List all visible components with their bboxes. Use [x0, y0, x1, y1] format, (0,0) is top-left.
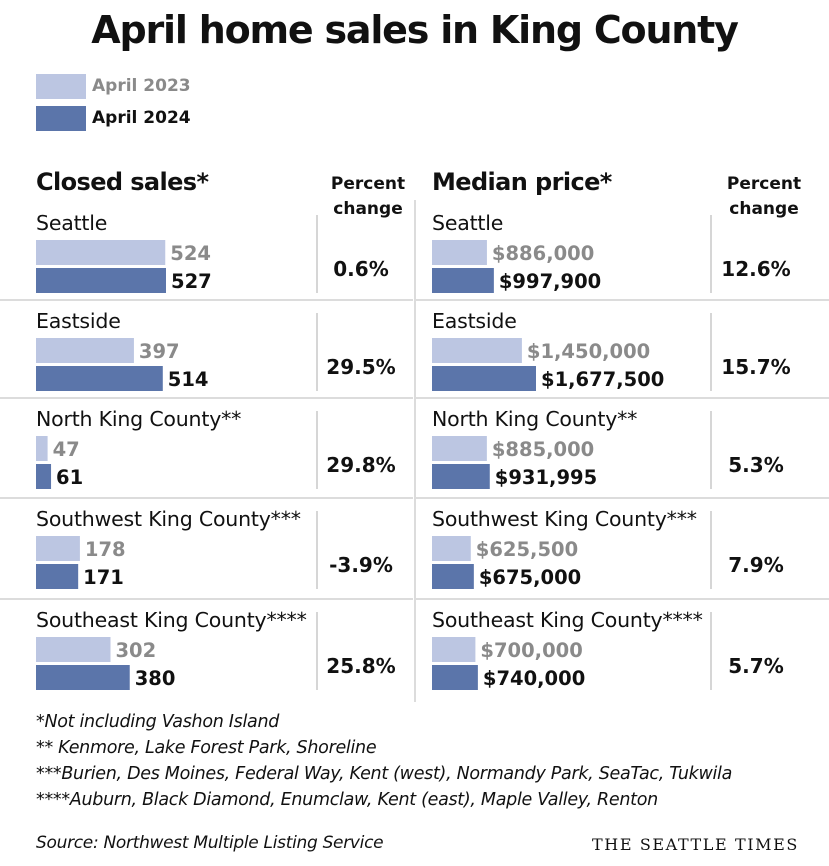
closed-sales-value-label-2024-4: 380	[135, 667, 176, 690]
closed-sales-bar-2023-1	[36, 338, 134, 363]
closed-sales-percent-change-3: -3.9%	[329, 553, 393, 577]
closed-sales-value-label-2024-0: 527	[171, 270, 212, 293]
closed-sales-bar-2023-3	[36, 536, 80, 561]
median-price-percent-change-header: Percent change	[726, 174, 802, 219]
median-price-value-label-2023-2: $885,000	[492, 438, 594, 461]
closed-sales-value-label-2024-1: 514	[168, 368, 209, 391]
median-price-title: Median price*	[432, 168, 612, 196]
legend-swatch-2024	[36, 105, 86, 131]
median-price-value-label-2024-4: $740,000	[483, 667, 585, 690]
closed-sales-bar-2023-0	[36, 240, 166, 265]
closed-sales-bar-2024-1	[36, 366, 163, 391]
closed-sales-bar-2024-4	[36, 665, 130, 690]
chart-title: April home sales in King County	[91, 8, 739, 52]
median-price-bar-2023-0	[432, 240, 487, 265]
closed-sales-bar-2023-2	[36, 436, 48, 461]
closed-sales-category-3: Southwest King County***	[36, 507, 301, 531]
closed-sales-value-label-2023-0: 524	[170, 242, 211, 265]
median-price-bar-2023-2	[432, 436, 487, 461]
median-price-bar-2024-3	[432, 564, 474, 589]
median-price-bar-2024-0	[432, 268, 494, 293]
median-price-bar-2023-4	[432, 637, 476, 662]
median-price-category-2: North King County**	[432, 407, 637, 431]
closed-sales-title: Closed sales*	[36, 168, 209, 196]
legend-label-2023: April 2023	[92, 76, 191, 96]
footnote-2: ** Kenmore, Lake Forest Park, Shoreline	[36, 738, 377, 758]
closed-sales-value-label-2023-4: 302	[115, 639, 156, 662]
footnote-3: ***Burien, Des Moines, Federal Way, Kent…	[36, 764, 733, 784]
median-price-bar-2024-4	[432, 665, 478, 690]
median-price-bar-2023-3	[432, 536, 471, 561]
closed-sales-percent-change-2: 29.8%	[326, 453, 395, 477]
median-price-value-label-2024-2: $931,995	[495, 466, 597, 489]
median-price-value-label-2023-3: $625,500	[476, 538, 578, 561]
median-price-value-label-2023-1: $1,450,000	[527, 340, 650, 363]
median-price-value-label-2023-4: $700,000	[480, 639, 582, 662]
median-price-category-3: Southwest King County***	[432, 507, 697, 531]
median-price-category-0: Seattle	[432, 211, 503, 235]
median-price-percent-change-3: 7.9%	[728, 553, 783, 577]
closed-sales-bar-2024-2	[36, 464, 52, 489]
closed-sales-value-label-2024-3: 171	[83, 566, 124, 589]
closed-sales-category-2: North King County**	[36, 407, 241, 431]
closed-sales-value-label-2023-1: 397	[139, 340, 180, 363]
closed-sales-value-label-2024-2: 61	[56, 466, 83, 489]
legend-swatch-2023	[36, 73, 86, 99]
median-price-category-1: Eastside	[432, 309, 517, 333]
median-price-bar-2023-1	[432, 338, 522, 363]
median-price-value-label-2023-0: $886,000	[492, 242, 594, 265]
median-price-percent-change-1: 15.7%	[721, 355, 790, 379]
closed-sales-percent-change-header: Percent change	[330, 174, 406, 219]
median-price-percent-change-4: 5.7%	[728, 654, 783, 678]
median-price-value-label-2024-3: $675,000	[479, 566, 581, 589]
legend-item-2023: April 2023	[36, 73, 191, 99]
closed-sales-percent-change-1: 29.5%	[326, 355, 395, 379]
closed-sales-category-4: Southeast King County****	[36, 608, 307, 632]
median-price-bar-2024-2	[432, 464, 490, 489]
closed-sales-bar-2024-0	[36, 268, 166, 293]
closed-sales-bar-2024-3	[36, 564, 79, 589]
legend-item-2024: April 2024	[36, 105, 191, 131]
median-price-value-label-2024-1: $1,677,500	[541, 368, 664, 391]
closed-sales-value-label-2023-3: 178	[85, 538, 126, 561]
median-price-bar-2024-1	[432, 366, 536, 391]
legend-label-2024: April 2024	[92, 108, 191, 128]
median-price-percent-change-2: 5.3%	[728, 453, 783, 477]
closed-sales-percent-change-0: 0.6%	[333, 257, 388, 281]
closed-sales-value-label-2023-2: 47	[53, 438, 80, 461]
closed-sales-category-0: Seattle	[36, 211, 107, 235]
median-price-value-label-2024-0: $997,900	[499, 270, 601, 293]
closed-sales-percent-change-4: 25.8%	[326, 654, 395, 678]
source-note: Source: Northwest Multiple Listing Servi…	[36, 833, 384, 853]
median-price-percent-change-0: 12.6%	[721, 257, 790, 281]
closed-sales-bar-2023-4	[36, 637, 111, 662]
closed-sales-category-1: Eastside	[36, 309, 121, 333]
brand-logo-text: THE SEATTLE TIMES	[592, 835, 799, 854]
footnote-4: ****Auburn, Black Diamond, Enumclaw, Ken…	[36, 790, 658, 810]
footnote-1: *Not including Vashon Island	[36, 712, 280, 732]
median-price-category-4: Southeast King County****	[432, 608, 703, 632]
